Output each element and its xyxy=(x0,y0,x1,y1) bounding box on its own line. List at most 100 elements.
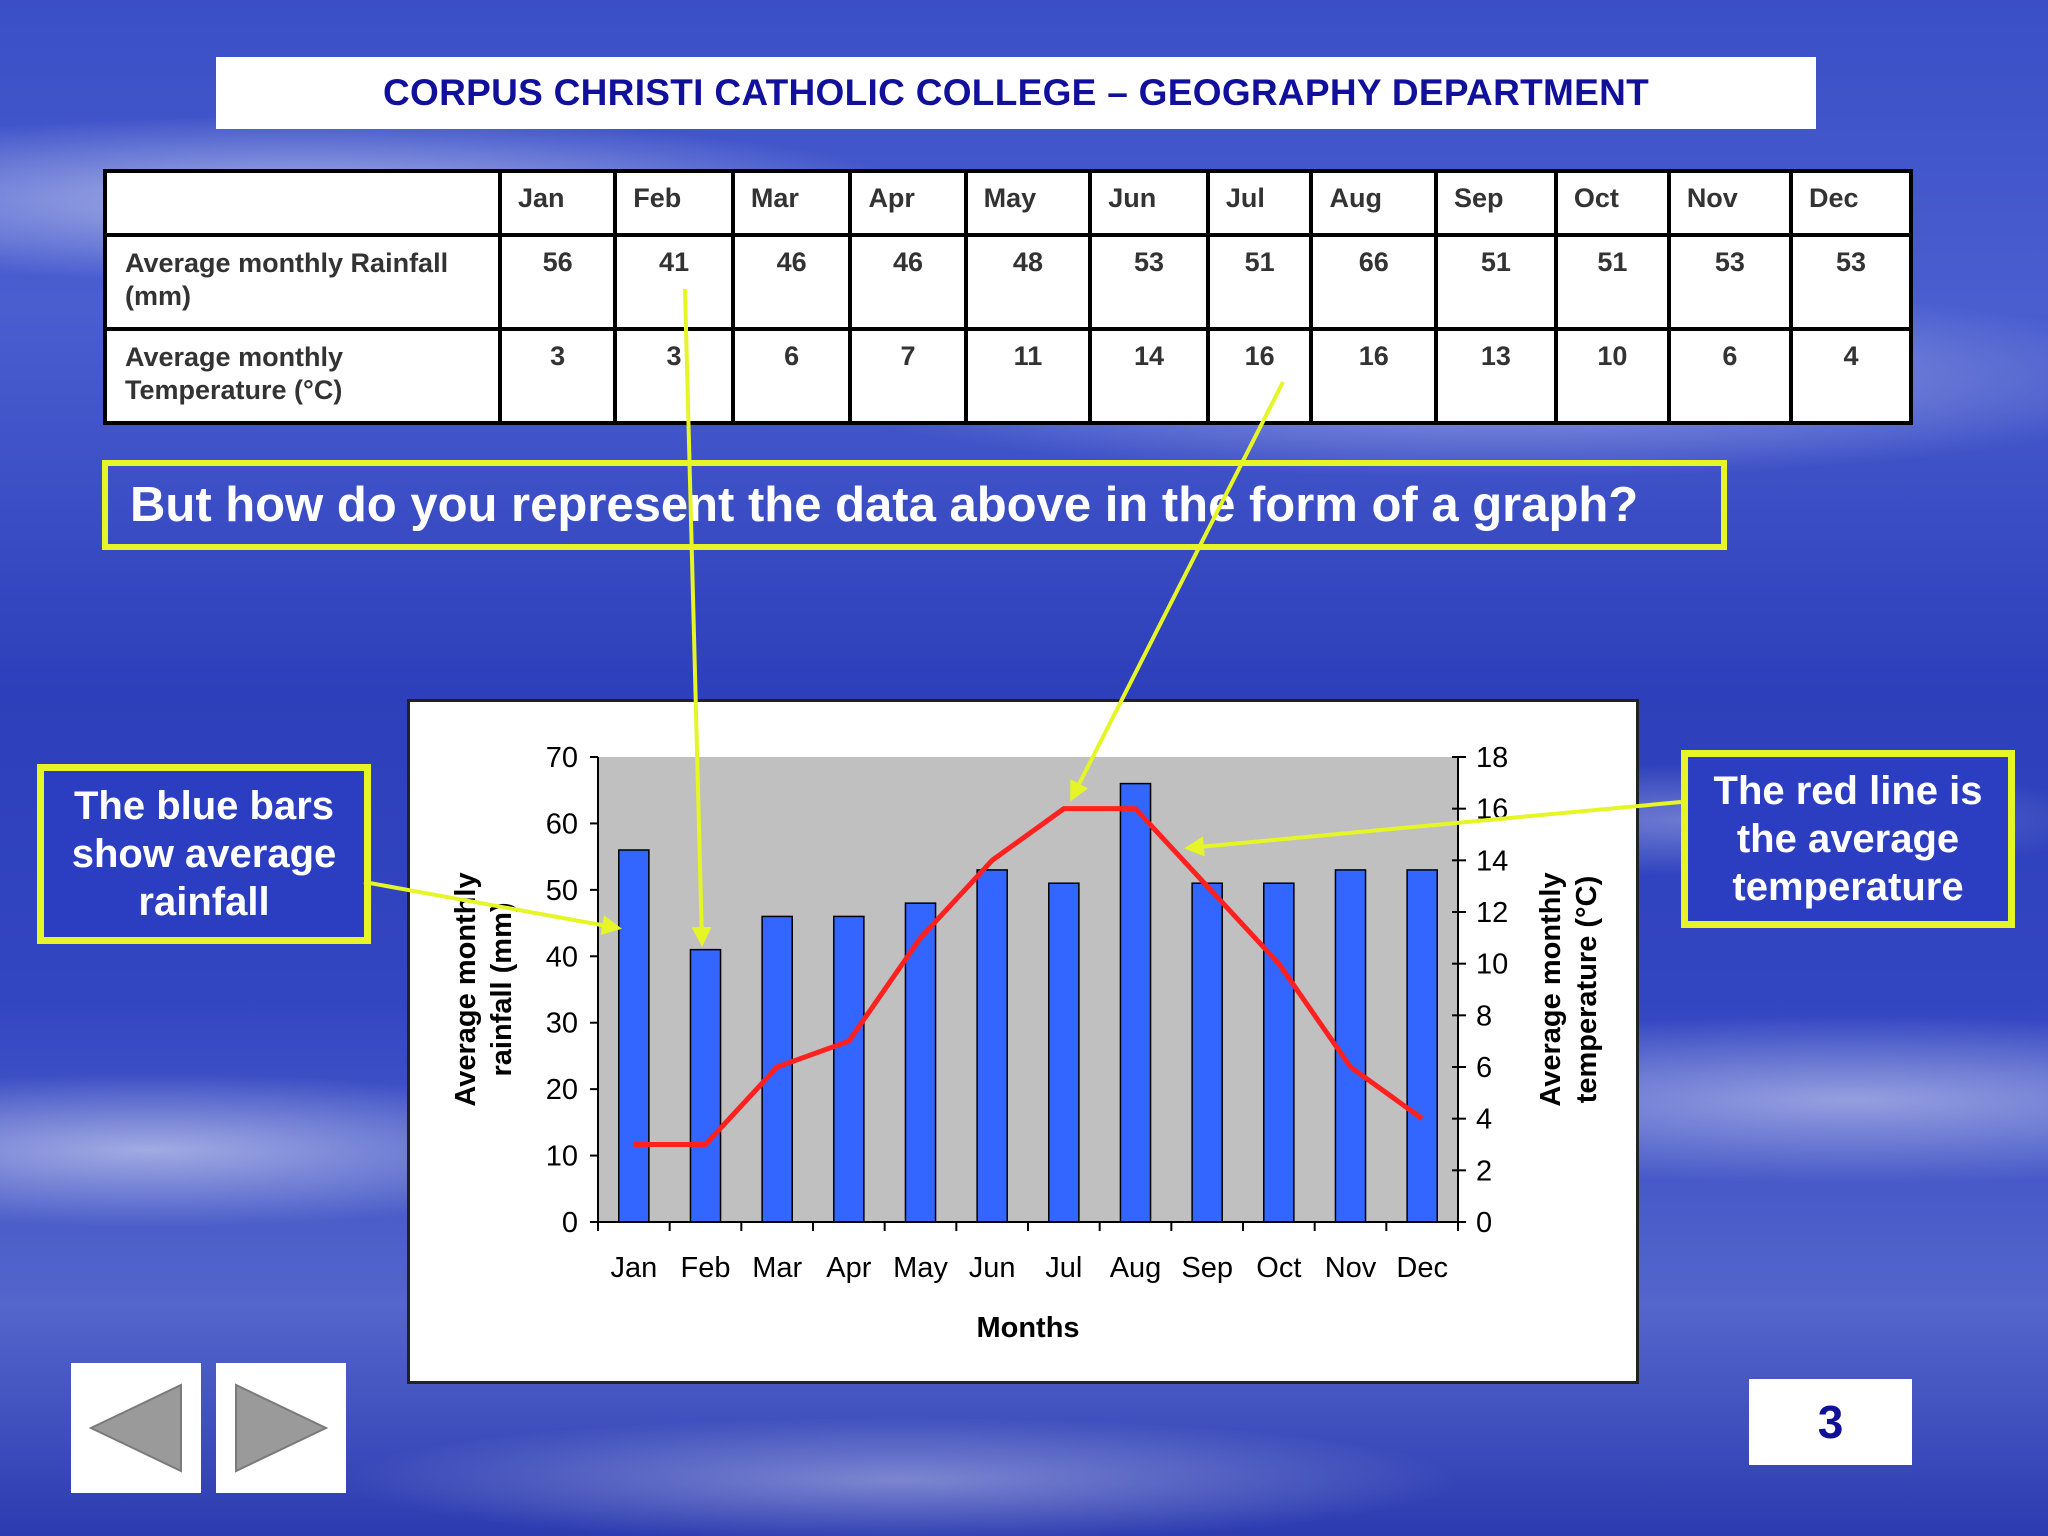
callout-temperature-text: The red line is the average temperature xyxy=(1713,769,1983,909)
table-cell: 13 xyxy=(1433,327,1558,425)
right-tick-label: 4 xyxy=(1476,1104,1492,1136)
table-cell: 66 xyxy=(1309,233,1438,331)
table-cell: 53 xyxy=(1088,233,1210,331)
table-cell: 7 xyxy=(848,327,968,425)
table-header-cell: Nov xyxy=(1666,169,1794,237)
header-banner: CORPUS CHRISTI CATHOLIC COLLEGE – GEOGRA… xyxy=(216,57,1816,129)
y-axis-title-line1: Average monthly xyxy=(450,872,482,1106)
table-cell: 6 xyxy=(1666,327,1794,425)
rainfall-bar xyxy=(976,869,1008,1223)
header-title: CORPUS CHRISTI CATHOLIC COLLEGE – GEOGRA… xyxy=(382,72,1650,113)
table-cell: 51 xyxy=(1433,233,1558,331)
rainfall-bar xyxy=(1119,782,1152,1223)
temperature-line xyxy=(633,806,1424,1147)
table-header-cell: Apr xyxy=(848,169,968,237)
x-tick-label: Dec xyxy=(1396,1252,1448,1284)
table-cell: 51 xyxy=(1205,233,1314,331)
climate-data-table: Jan Feb Mar Apr May Jun Jul Aug Sep Oct … xyxy=(103,169,1913,425)
table-header-cell: Aug xyxy=(1309,169,1438,237)
table-header-cell: Oct xyxy=(1553,169,1671,237)
table-cell: 10 xyxy=(1553,327,1671,425)
right-tick-label: 6 xyxy=(1476,1052,1492,1084)
table-cell: 3 xyxy=(497,327,618,425)
table-cell: 14 xyxy=(1088,327,1210,425)
plot-area xyxy=(598,757,1458,1222)
left-tick-label: 40 xyxy=(546,941,578,973)
table-corner-cell xyxy=(103,169,502,237)
question-banner: But how do you represent the data above … xyxy=(102,460,1727,550)
table-header-cell: Jan xyxy=(497,169,618,237)
rainfall-bar xyxy=(1263,882,1295,1223)
x-tick-label: Feb xyxy=(681,1252,731,1284)
right-tick-label: 0 xyxy=(1476,1207,1492,1239)
x-tick-label: Jan xyxy=(610,1252,657,1284)
table-row-rainfall: Average monthly Rainfall (mm) 56 41 46 4… xyxy=(103,233,1913,331)
x-tick-label: Aug xyxy=(1110,1252,1162,1284)
rainfall-row-label: Average monthly Rainfall (mm) xyxy=(103,233,502,331)
y-axis-title-line2: rainfall (mm) xyxy=(486,902,518,1076)
table-cell: 16 xyxy=(1309,327,1438,425)
callout-rainfall: The blue bars show average rainfall xyxy=(37,764,371,944)
left-tick-label: 70 xyxy=(546,742,578,774)
right-tick-label: 2 xyxy=(1476,1155,1492,1187)
table-cell: 53 xyxy=(1666,233,1794,331)
rainfall-bar xyxy=(1191,882,1223,1223)
callout-rainfall-text: The blue bars show average rainfall xyxy=(71,784,337,924)
rainfall-bar xyxy=(1334,869,1367,1223)
climate-graph: 0 10 20 30 40 50 60 70 0 2 4 6 8 10 12 14 16 18 Jan Feb Mar A… xyxy=(407,699,1639,1384)
next-slide-button[interactable] xyxy=(216,1363,346,1493)
table-cell: 56 xyxy=(497,233,618,331)
table-cell: 16 xyxy=(1205,327,1314,425)
table-row-temperature: Average monthly Temperature (°C) 3 3 6 7… xyxy=(103,327,1913,425)
x-axis-title: Months xyxy=(976,1312,1079,1344)
table-header-cell: May xyxy=(963,169,1093,237)
x-tick-label: Jul xyxy=(1045,1252,1082,1284)
left-tick-label: 0 xyxy=(562,1207,578,1239)
page-number-badge: 3 xyxy=(1749,1379,1912,1465)
left-tick-label: 50 xyxy=(546,875,578,907)
table-header-cell: Feb xyxy=(613,169,735,237)
right-tick-label: 18 xyxy=(1476,742,1508,774)
right-tick-label: 16 xyxy=(1476,794,1508,826)
table-cell: 4 xyxy=(1789,327,1913,425)
table-header-cell: Mar xyxy=(730,169,853,237)
x-tick-label: Nov xyxy=(1325,1252,1377,1284)
x-tick-label: Jun xyxy=(969,1252,1016,1284)
x-tick-label: Sep xyxy=(1181,1252,1233,1284)
left-tick-label: 30 xyxy=(546,1008,578,1040)
page-number: 3 xyxy=(1817,1396,1844,1448)
table-cell: 53 xyxy=(1789,233,1913,331)
x-tick-label: Apr xyxy=(826,1252,871,1284)
table-cell: 3 xyxy=(613,327,735,425)
table-header-cell: Jul xyxy=(1205,169,1314,237)
table-cell: 41 xyxy=(613,233,735,331)
rainfall-bar xyxy=(618,849,650,1223)
callout-temperature: The red line is the average temperature xyxy=(1681,750,2015,928)
climate-graph-svg: 0 10 20 30 40 50 60 70 0 2 4 6 8 10 12 14 16 18 Jan Feb Mar A… xyxy=(450,742,1603,1344)
question-text: But how do you represent the data above … xyxy=(130,478,1639,532)
table-cell: 6 xyxy=(730,327,853,425)
table-cell: 46 xyxy=(848,233,968,331)
left-tick-label: 10 xyxy=(546,1141,578,1173)
right-tick-label: 14 xyxy=(1476,845,1508,877)
table-cell: 46 xyxy=(730,233,853,331)
rainfall-bar xyxy=(833,915,865,1223)
x-tick-label: May xyxy=(893,1252,948,1284)
table-cell: 11 xyxy=(963,327,1093,425)
temperature-row-label: Average monthly Temperature (°C) xyxy=(103,327,502,425)
table-header-row: Jan Feb Mar Apr May Jun Jul Aug Sep Oct … xyxy=(103,169,1913,237)
y2-axis-title-line2: temperature (°C) xyxy=(1571,876,1603,1104)
right-tick-label: 8 xyxy=(1476,1000,1492,1032)
table-cell: 51 xyxy=(1553,233,1671,331)
left-tick-label: 60 xyxy=(546,808,578,840)
table-cell: 48 xyxy=(963,233,1093,331)
table-header-cell: Jun xyxy=(1088,169,1210,237)
left-tick-label: 20 xyxy=(546,1074,578,1106)
rainfall-bar xyxy=(689,948,722,1223)
right-triangle-icon xyxy=(235,1383,329,1473)
previous-slide-button[interactable] xyxy=(71,1363,201,1493)
x-tick-label: Oct xyxy=(1256,1252,1301,1284)
table-header-cell: Sep xyxy=(1433,169,1558,237)
rainfall-bar xyxy=(1048,882,1080,1223)
table-header-cell: Dec xyxy=(1789,169,1913,237)
